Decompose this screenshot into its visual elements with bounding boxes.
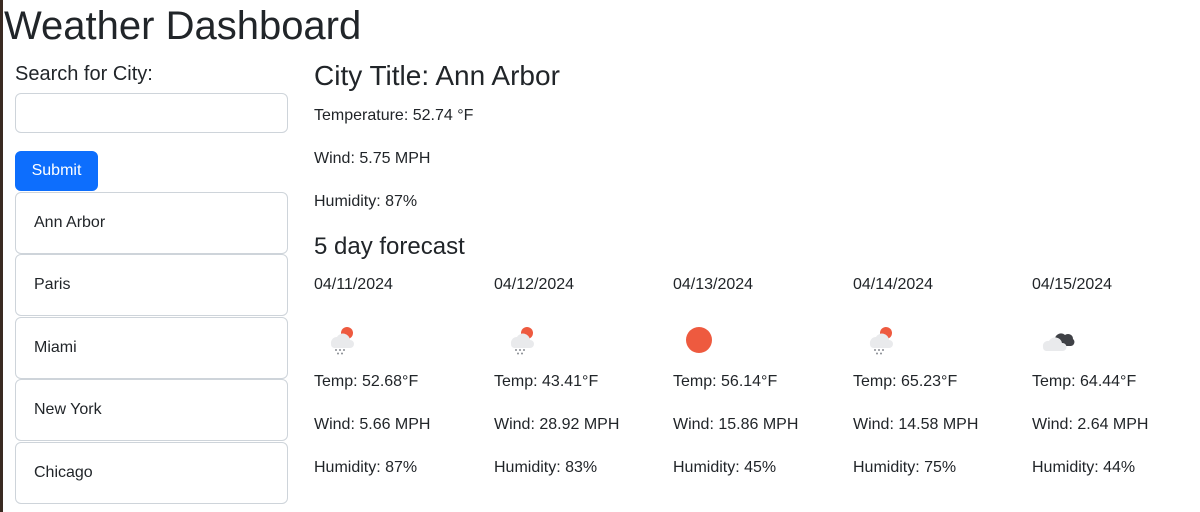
current-humidity: Humidity: 87% bbox=[314, 193, 418, 210]
forecast-date: 04/11/2024 bbox=[314, 276, 393, 293]
history-city-button[interactable]: New York bbox=[15, 379, 288, 441]
cloudy-icon bbox=[1040, 322, 1076, 358]
current-wind: Wind: 5.75 MPH bbox=[314, 150, 431, 167]
forecast-humidity: Humidity: 83% bbox=[494, 459, 598, 476]
history-city-button[interactable]: Miami bbox=[15, 317, 288, 379]
sun-icon bbox=[681, 322, 717, 358]
history-city-button[interactable]: Ann Arbor bbox=[15, 192, 288, 254]
forecast-humidity: Humidity: 44% bbox=[1032, 459, 1136, 476]
window-edge bbox=[0, 0, 3, 512]
sun-rain-icon bbox=[861, 322, 897, 358]
history-city-button[interactable]: Paris bbox=[15, 254, 288, 316]
forecast-day-card: 04/14/2024 Temp: 65.23°F Wind: 14.58 MPH… bbox=[853, 274, 1023, 484]
forecast-day-card: 04/12/2024 Temp: 43.41°F Wind: 28.92 MPH… bbox=[494, 274, 664, 484]
forecast-wind: Wind: 14.58 MPH bbox=[853, 416, 979, 433]
forecast-wind: Wind: 15.86 MPH bbox=[673, 416, 799, 433]
forecast-temp: Temp: 64.44°F bbox=[1032, 373, 1137, 390]
sun-rain-icon bbox=[322, 322, 358, 358]
forecast-date: 04/13/2024 bbox=[673, 276, 754, 293]
forecast-humidity: Humidity: 45% bbox=[673, 459, 777, 476]
forecast-date: 04/14/2024 bbox=[853, 276, 934, 293]
forecast-wind: Wind: 28.92 MPH bbox=[494, 416, 620, 433]
forecast-wind: Wind: 2.64 MPH bbox=[1032, 416, 1149, 433]
forecast-temp: Temp: 56.14°F bbox=[673, 373, 778, 390]
city-search-input[interactable] bbox=[15, 93, 288, 133]
submit-button[interactable]: Submit bbox=[15, 151, 98, 191]
current-temperature: Temperature: 52.74 °F bbox=[314, 107, 474, 124]
sun-rain-icon bbox=[502, 322, 538, 358]
forecast-date: 04/15/2024 bbox=[1032, 276, 1113, 293]
forecast-humidity: Humidity: 75% bbox=[853, 459, 957, 476]
history-city-button[interactable]: Chicago bbox=[15, 442, 288, 504]
forecast-temp: Temp: 52.68°F bbox=[314, 373, 419, 390]
forecast-temp: Temp: 65.23°F bbox=[853, 373, 958, 390]
forecast-temp: Temp: 43.41°F bbox=[494, 373, 599, 390]
forecast-wind: Wind: 5.66 MPH bbox=[314, 416, 431, 433]
city-title: City Title: Ann Arbor bbox=[314, 60, 560, 91]
forecast-date: 04/12/2024 bbox=[494, 276, 575, 293]
search-label: Search for City: bbox=[15, 63, 153, 85]
forecast-row: 04/11/2024 Temp: 52.68°F Wind: 5.66 MPH … bbox=[314, 274, 1194, 484]
forecast-day-card: 04/15/2024 Temp: 64.44°F Wind: 2.64 MPH … bbox=[1032, 274, 1200, 484]
forecast-humidity: Humidity: 87% bbox=[314, 459, 418, 476]
forecast-day-card: 04/11/2024 Temp: 52.68°F Wind: 5.66 MPH … bbox=[314, 274, 484, 484]
forecast-heading: 5 day forecast bbox=[314, 233, 465, 260]
forecast-day-card: 04/13/2024 Temp: 56.14°F Wind: 15.86 MPH… bbox=[673, 274, 843, 484]
app-title: Weather Dashboard bbox=[4, 4, 362, 48]
